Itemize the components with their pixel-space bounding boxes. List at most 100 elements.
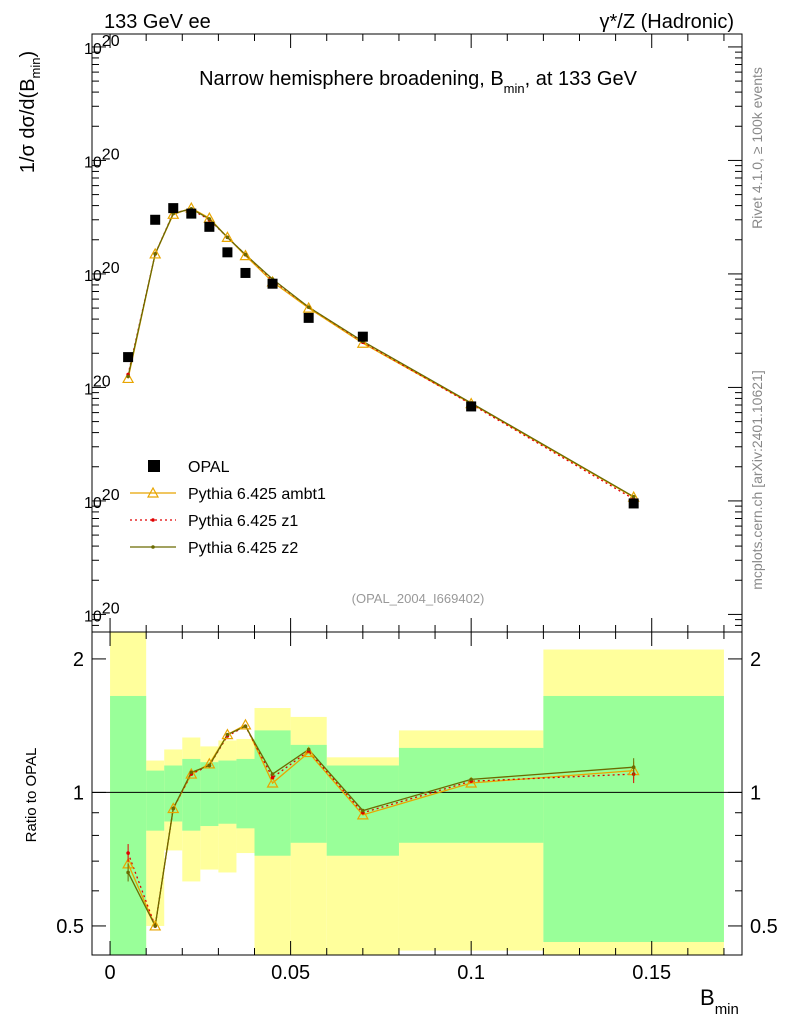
chart_data.0.yticks.1.label: 1020 — [84, 487, 120, 512]
ratio-point-pythia-6-425-z2 — [631, 765, 636, 769]
legend-marker-opal — [148, 460, 160, 472]
chart_data.0.yticks.4.label-exp: 20 — [102, 146, 120, 163]
legend-marker — [146, 486, 160, 498]
chart_data.0.yticks.3.label-base: 10 — [84, 268, 102, 285]
chart-title-main: Narrow hemisphere broadening, B — [199, 68, 504, 90]
data-point-opal — [240, 267, 251, 278]
uncertainty-band-inner — [398, 747, 544, 843]
chart-title-end: , at 133 GeV — [525, 68, 638, 90]
ratio-y-tick-label-left: 2 — [73, 649, 84, 671]
legend-label: Pythia 6.425 ambt1 — [188, 486, 326, 503]
data-point-pythia-6-425-ambt1 — [122, 372, 135, 384]
ratio-point-pythia-6-425-z2 — [171, 806, 176, 811]
y-axis-label: 1/σ dσ/d(Bmin) — [17, 51, 43, 173]
header-left: 133 GeV ee — [104, 11, 211, 33]
x-tick-label: 0 — [104, 962, 115, 984]
uncertainty-band-inner — [200, 762, 219, 827]
data-point-pythia-6-425-z2 — [225, 235, 230, 240]
chart_data.0.yticks.4.label: 1020 — [84, 146, 120, 171]
x-axis-label-sub: min — [715, 1001, 739, 1018]
ratio-y-tick-label-right: 1 — [750, 782, 761, 804]
ratio-point-pythia-6-425-z2 — [243, 724, 248, 729]
uncertainty-band-inner — [110, 695, 147, 955]
ratio-point-pythia-6-425-ambt1 — [356, 808, 369, 820]
uncertainty-band-inner — [236, 758, 255, 829]
ratio-point-pythia-6-425-ambt1 — [203, 757, 216, 769]
header-right: γ*/Z (Hadronic) — [600, 11, 734, 33]
chart_data.0.yticks.5.label-base: 10 — [84, 41, 102, 58]
ratio-point-pythia-6-425-ambt1 — [239, 718, 252, 730]
chart-title: Narrow hemisphere broadening, Bmin, at 1… — [199, 68, 638, 96]
data-point-opal — [222, 247, 233, 258]
uncertainty-band-inner — [146, 770, 165, 831]
chart_data.0.yticks.0.label-exp: 20 — [102, 600, 120, 617]
chart_data.0.yticks.2.label-exp: 20 — [93, 373, 111, 390]
ratio-line-pythia-6-425-z2 — [127, 725, 634, 929]
legend-marker — [151, 545, 155, 549]
chart_data.0.yticks.2.label: 120 — [84, 373, 111, 398]
uncertainty-band-inner — [164, 765, 183, 822]
data-point-opal — [466, 401, 477, 412]
analysis-tag: (OPAL_2004_I669402) — [352, 591, 485, 606]
data-point-pythia-6-425-z2 — [243, 252, 248, 257]
ratio-point-pythia-6-425-z2 — [207, 763, 212, 768]
ratio-point-pythia-6-425-ambt1 — [185, 767, 198, 779]
legend-label: Pythia 6.425 z1 — [188, 513, 298, 530]
chart-title-sub: min — [504, 81, 525, 96]
uncertainty-band-inner — [290, 744, 327, 843]
ratio-point-pythia-6-425-ambt1 — [302, 746, 315, 758]
ratio-point-pythia-6-425-ambt1 — [149, 919, 162, 931]
data-point-opal — [267, 278, 278, 289]
data-point-opal — [150, 214, 161, 225]
chart_data.0.yticks.3.label-exp: 20 — [102, 260, 120, 277]
ratio-point-pythia-6-425-z2 — [153, 924, 157, 928]
ratio-y-tick-label-left: 0.5 — [56, 916, 84, 938]
data-point-pythia-6-425-z2 — [207, 217, 212, 221]
data-point-pythia-6-425-z2 — [126, 374, 130, 379]
data-point-opal — [357, 331, 368, 342]
x-axis-label: Bmin — [700, 985, 739, 1018]
ratio-point-pythia-6-425-ambt1 — [221, 728, 234, 740]
data-point-pythia-6-425-z2 — [306, 305, 311, 309]
chart_data.0.yticks.0.label: 1020 — [84, 600, 120, 625]
chart_data.0.yticks.1.label-exp: 20 — [102, 487, 120, 504]
ratio-point-pythia-6-425-ambt1 — [465, 776, 478, 788]
ratio-plot-frame — [91, 631, 743, 956]
rivet-version-label: Rivet 4.1.0, ≥ 100k events — [749, 67, 765, 229]
legend-marker — [151, 518, 155, 522]
data-point-pythia-6-425-ambt1 — [302, 301, 315, 313]
chart_data.0.yticks.1.label-base: 10 — [84, 495, 102, 512]
chart_data.0.yticks.0.label-base: 10 — [84, 608, 102, 625]
chart_data.0.yticks.4.label-base: 10 — [84, 154, 102, 171]
y-axis-label-end: ) — [17, 51, 39, 58]
ratio-point-pythia-6-425-z1 — [126, 851, 130, 855]
ratio-point-pythia-6-425-z1 — [270, 775, 275, 780]
y-axis-label-main: 1/σ dσ/d(B — [17, 78, 39, 173]
series-line-pythia-6-425-z2 — [127, 208, 634, 498]
ratio-y-axis-label: Ratio to OPAL — [23, 748, 40, 843]
data-point-pythia-6-425-z2 — [631, 494, 636, 499]
ratio-point-pythia-6-425-z2 — [189, 770, 194, 775]
chart_data.0.yticks.3.label: 1020 — [84, 260, 120, 285]
x-tick-label: 0.15 — [632, 962, 671, 984]
ratio-point-pythia-6-425-z2 — [361, 808, 365, 813]
legend-label: OPAL — [188, 459, 230, 476]
ratio-point-pythia-6-425-ambt1 — [167, 802, 180, 814]
ratio-point-pythia-6-425-z2 — [270, 772, 275, 776]
data-point-pythia-6-425-ambt1 — [167, 208, 180, 219]
chart_data.0.yticks.5.label-exp: 20 — [102, 33, 120, 50]
mcplots-label: mcplots.cern.ch [arXiv:2401.10621] — [749, 370, 765, 589]
x-tick-label: 0.05 — [271, 962, 310, 984]
data-point-opal — [186, 208, 197, 219]
ratio-y-tick-label-left: 1 — [73, 782, 84, 804]
data-point-opal — [628, 498, 639, 509]
chart_data.0.yticks.5.label: 1020 — [84, 33, 120, 58]
data-point-opal — [303, 312, 314, 323]
data-point-opal — [204, 221, 215, 232]
ratio-y-tick-label-right: 0.5 — [750, 916, 778, 938]
data-point-opal — [123, 352, 134, 363]
ratio-y-tick-label-right: 2 — [750, 649, 761, 671]
data-point-pythia-6-425-ambt1 — [221, 231, 234, 242]
